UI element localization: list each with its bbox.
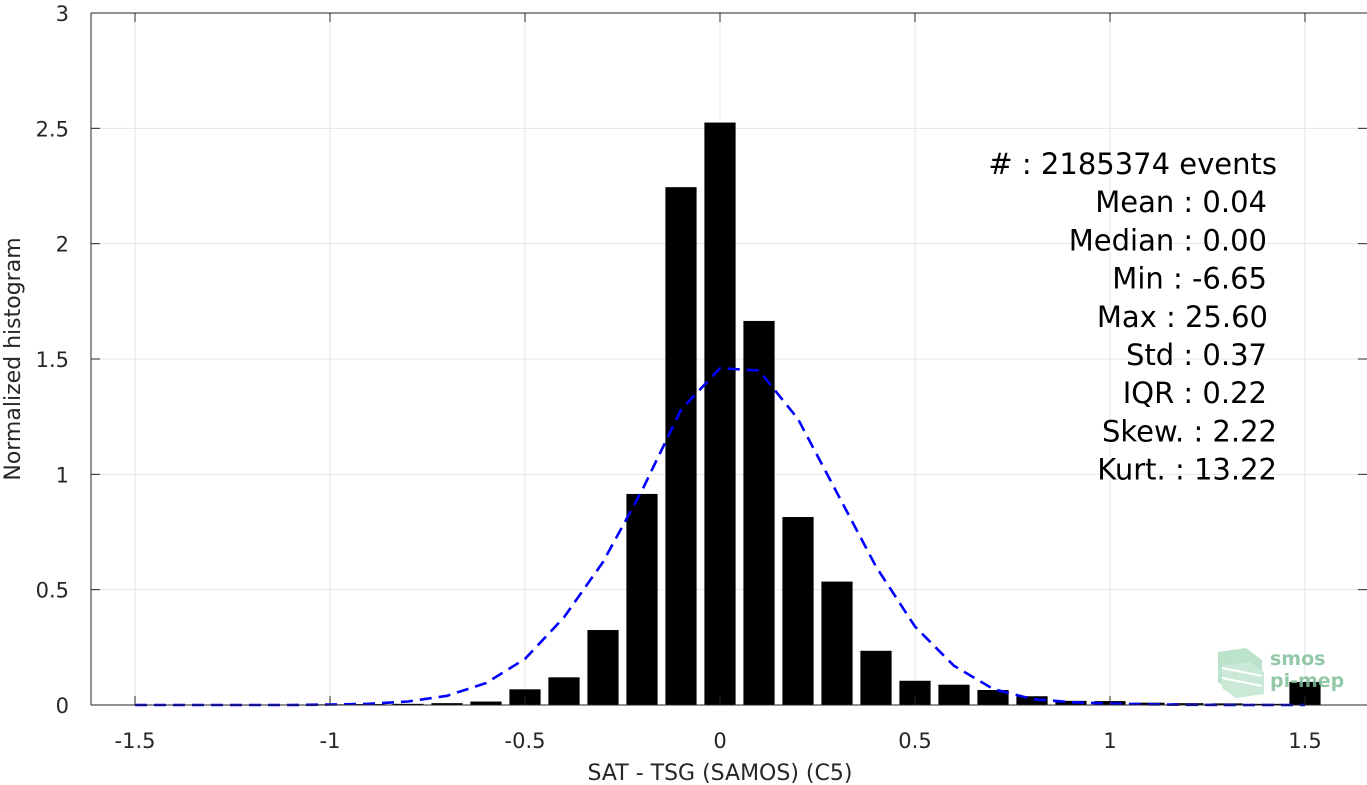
x-tick-label: 1.5 xyxy=(1288,729,1321,753)
x-tick-label: -0.5 xyxy=(505,729,546,753)
histogram-bar xyxy=(431,703,463,705)
histogram-bar xyxy=(1289,681,1321,705)
x-tick-label: 0 xyxy=(713,729,726,753)
y-tick-label: 2 xyxy=(56,233,69,257)
logo-text-line1: smos xyxy=(1270,648,1325,670)
x-tick-label: 0.5 xyxy=(898,729,931,753)
histogram-bar xyxy=(587,630,619,705)
histogram-bar xyxy=(626,493,658,705)
logo-text-line2: pi-mep xyxy=(1270,670,1344,692)
y-tick-label: 1.5 xyxy=(36,348,69,372)
y-tick-label: 1 xyxy=(56,463,69,487)
x-tick-label: 1 xyxy=(1103,729,1116,753)
histogram-bar xyxy=(392,703,424,705)
histogram-bar xyxy=(548,677,580,705)
stat-line: Skew. : 2.22 xyxy=(1102,414,1277,448)
smos-pimep-logo: smos pi-mep xyxy=(1218,648,1344,698)
y-tick-label: 3 xyxy=(56,2,69,26)
histogram-bar xyxy=(860,650,892,705)
y-tick-label: 2.5 xyxy=(36,117,69,141)
x-tick-label: -1.5 xyxy=(115,729,156,753)
tick-labels: -1.5 -1 -0.5 0 0.5 1 1.5 0 0.5 1 1.5 2 2.5 3 xyxy=(36,2,1322,753)
stat-line: Mean : 0.04 xyxy=(1095,185,1267,219)
histogram-bar xyxy=(743,320,775,705)
y-tick-label: 0.5 xyxy=(36,579,69,603)
x-tick-label: -1 xyxy=(320,729,341,753)
histogram-bar xyxy=(977,690,1009,705)
axes xyxy=(90,12,1367,706)
histogram-bar xyxy=(782,517,814,705)
x-axis-label: SAT - TSG (SAMOS) (C5) xyxy=(588,761,853,785)
histogram-bar xyxy=(1055,700,1087,705)
histogram-bar xyxy=(938,684,970,705)
histogram-bar xyxy=(821,581,853,705)
stat-line: Kurt. : 13.22 xyxy=(1097,453,1277,487)
histogram-bar xyxy=(1016,696,1048,705)
stat-line: Std : 0.37 xyxy=(1126,338,1267,372)
stat-line: # : 2185374 events xyxy=(988,147,1277,181)
stat-line: Max : 25.60 xyxy=(1097,300,1268,334)
stat-line: IQR : 0.22 xyxy=(1123,376,1267,410)
logo-mark-icon xyxy=(1218,648,1264,698)
histogram-bar xyxy=(470,701,502,705)
stat-line: Median : 0.00 xyxy=(1069,223,1267,257)
stat-line: Min : -6.65 xyxy=(1112,262,1267,296)
y-tick-label: 0 xyxy=(56,694,69,718)
y-axis-label: Normalized histogram xyxy=(1,237,26,480)
histogram-bar xyxy=(665,187,697,706)
histogram-bars xyxy=(119,122,1321,706)
histogram-bar xyxy=(704,122,736,706)
statistics-box: # : 2185374 events Mean : 0.04 Median : 0.… xyxy=(988,147,1277,487)
